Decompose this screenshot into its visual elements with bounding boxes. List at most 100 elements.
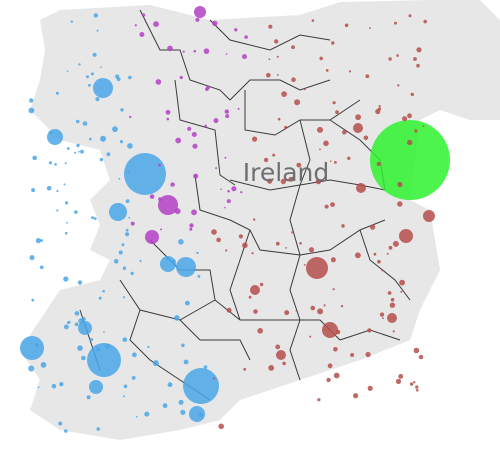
town-dot xyxy=(317,398,321,402)
town-dot xyxy=(388,245,393,250)
town-dot xyxy=(183,359,189,365)
town-dot xyxy=(86,395,91,400)
town-dot xyxy=(263,157,269,163)
town-dot xyxy=(205,87,209,91)
town-dot xyxy=(195,17,200,22)
town-dot xyxy=(113,259,119,264)
town-dot xyxy=(333,372,340,379)
town-dot xyxy=(63,276,69,282)
town-dot xyxy=(355,114,361,121)
town-dot xyxy=(242,54,247,60)
town-dot xyxy=(96,29,99,32)
town-dot xyxy=(128,75,132,80)
town-bubble xyxy=(89,380,103,394)
town-bubble xyxy=(78,321,92,335)
town-dot xyxy=(311,19,315,22)
town-dot xyxy=(141,13,146,17)
town-dot xyxy=(125,199,130,204)
town-dot xyxy=(330,202,335,208)
town-dot xyxy=(284,125,288,130)
town-dot xyxy=(98,296,102,300)
town-dot xyxy=(413,381,416,384)
town-dot xyxy=(213,118,219,124)
town-dot xyxy=(231,186,237,192)
town-dot xyxy=(342,129,347,135)
town-dot xyxy=(331,41,335,45)
town-dot xyxy=(335,329,341,335)
town-dot xyxy=(400,290,403,293)
town-dot xyxy=(139,32,145,37)
town-dot xyxy=(227,189,230,193)
town-dot xyxy=(54,163,57,166)
town-dot xyxy=(31,188,36,193)
town-dot xyxy=(153,21,159,27)
town-dot xyxy=(303,264,306,266)
town-dot xyxy=(197,275,201,278)
town-dot xyxy=(225,114,230,119)
town-dot xyxy=(243,367,247,371)
town-dot xyxy=(281,91,287,97)
town-dot xyxy=(93,13,99,18)
town-dot xyxy=(397,84,400,87)
town-dot xyxy=(100,135,107,142)
town-dot xyxy=(413,57,417,61)
town-bubble xyxy=(176,257,196,277)
town-dot xyxy=(67,320,71,324)
town-dot xyxy=(282,361,286,366)
town-dot xyxy=(257,328,264,334)
town-dot xyxy=(237,107,240,110)
town-dot xyxy=(96,427,100,431)
town-dot xyxy=(332,101,336,105)
town-dot xyxy=(276,74,279,76)
town-dot xyxy=(252,136,258,142)
town-dot xyxy=(215,167,218,170)
town-dot xyxy=(402,116,408,122)
town-bubble xyxy=(93,78,113,98)
town-dot xyxy=(40,265,44,270)
town-dot xyxy=(319,56,324,61)
town-dot xyxy=(65,201,69,205)
town-dot xyxy=(224,156,227,159)
town-dot xyxy=(28,107,35,114)
town-dot xyxy=(344,23,349,28)
town-dot xyxy=(376,161,381,167)
town-dot xyxy=(37,386,40,389)
town-dot xyxy=(77,280,83,285)
galway-bubble xyxy=(124,153,166,195)
dublin-bubble xyxy=(370,120,450,200)
town-dot xyxy=(89,338,93,342)
town-dot xyxy=(213,377,216,380)
town-bubble xyxy=(387,313,397,323)
town-dot xyxy=(381,269,384,272)
town-dot xyxy=(253,218,256,221)
town-dot xyxy=(291,77,296,82)
town-dot xyxy=(167,382,173,388)
town-dot xyxy=(127,169,130,173)
town-dot xyxy=(82,121,88,126)
town-dot xyxy=(416,47,422,53)
town-dot xyxy=(418,354,424,360)
town-dot xyxy=(369,27,371,29)
town-bubble xyxy=(109,203,127,221)
town-dot xyxy=(285,247,287,249)
town-dot xyxy=(181,343,185,348)
town-dot xyxy=(158,197,162,202)
town-dot xyxy=(414,129,418,133)
town-dot xyxy=(367,385,373,391)
town-dot xyxy=(64,162,67,165)
town-dot xyxy=(240,191,243,194)
town-dot xyxy=(224,109,229,114)
town-dot xyxy=(267,178,273,184)
town-dot xyxy=(179,75,183,80)
town-dot xyxy=(29,98,34,103)
town-dot xyxy=(40,239,43,242)
town-dot xyxy=(367,328,372,333)
town-dot xyxy=(77,345,83,351)
town-dot xyxy=(299,242,302,245)
town-dot xyxy=(89,137,92,141)
town-dot xyxy=(74,151,77,154)
town-dot xyxy=(416,63,420,68)
town-dot xyxy=(162,403,168,409)
